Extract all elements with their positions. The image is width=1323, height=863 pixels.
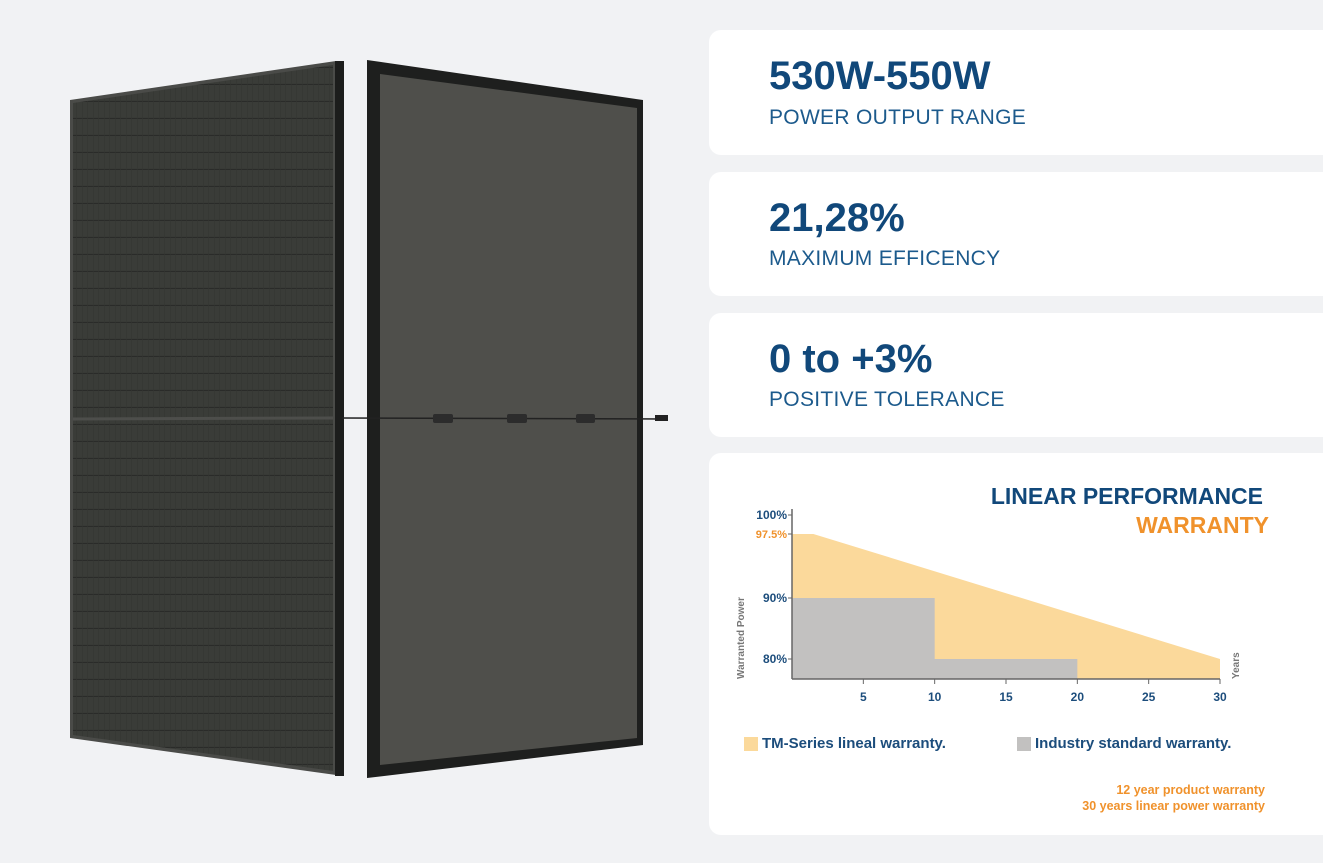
legend-item-industry: Industry standard warranty. (1017, 735, 1231, 752)
stat-label: MAXIMUM EFFICENCY (769, 247, 1001, 270)
warranty-card: LINEAR PERFORMANCE WARRANTY 5 10 15 20 25 30 1… (709, 453, 1323, 835)
y-tick-label: 97.5% (756, 529, 787, 541)
junction-box (507, 414, 527, 423)
stat-value: 0 to +3% (769, 337, 933, 381)
legend-label: TM-Series lineal warranty. (762, 735, 946, 752)
x-axis-label: Years (1231, 652, 1242, 679)
x-tick-label: 10 (928, 690, 942, 704)
legend-item-tm: TM-Series lineal warranty. (744, 735, 946, 752)
y-tick-label: 80% (763, 652, 787, 666)
solar-panels-image (70, 60, 668, 778)
note-product-warranty: 12 year product warranty (1116, 783, 1265, 797)
y-tick-label: 100% (756, 508, 787, 522)
x-tick-label: 25 (1142, 690, 1156, 704)
panel-front (70, 61, 344, 776)
junction-box (433, 414, 453, 423)
y-axis-label: Warranted Power (736, 597, 747, 679)
stat-value: 21,28% (769, 196, 905, 240)
junction-box (576, 414, 595, 423)
x-tick-label: 15 (999, 690, 1013, 704)
chart-title-accent: WARRANTY (1136, 512, 1269, 538)
legend-swatch (1017, 736, 1031, 751)
connector (655, 415, 668, 421)
panel-back (341, 60, 668, 778)
stat-label: POWER OUTPUT RANGE (769, 106, 1027, 129)
x-tick-label: 5 (860, 690, 867, 704)
warranty-chart: 5 10 15 20 25 30 100% 97.5% 90% 80% Warranted Powe… (736, 508, 1242, 704)
x-tick-label: 20 (1071, 690, 1085, 704)
series-area-1 (792, 598, 1078, 679)
legend-label: Industry standard warranty. (1035, 735, 1232, 752)
stat-card-power: 530W-550W POWER OUTPUT RANGE (709, 30, 1323, 155)
stat-value: 530W-550W (769, 54, 991, 98)
y-tick-label: 90% (763, 591, 787, 605)
stat-card-efficiency: 21,28% MAXIMUM EFFICENCY (709, 172, 1323, 296)
legend-swatch (744, 736, 758, 751)
stat-label: POSITIVE TOLERANCE (769, 388, 1005, 411)
x-tick-label: 30 (1213, 690, 1227, 704)
stat-card-tolerance: 0 to +3% POSITIVE TOLERANCE (709, 313, 1323, 437)
chart-title: LINEAR PERFORMANCE (990, 483, 1263, 509)
note-power-warranty: 30 years linear power warranty (1082, 799, 1265, 813)
